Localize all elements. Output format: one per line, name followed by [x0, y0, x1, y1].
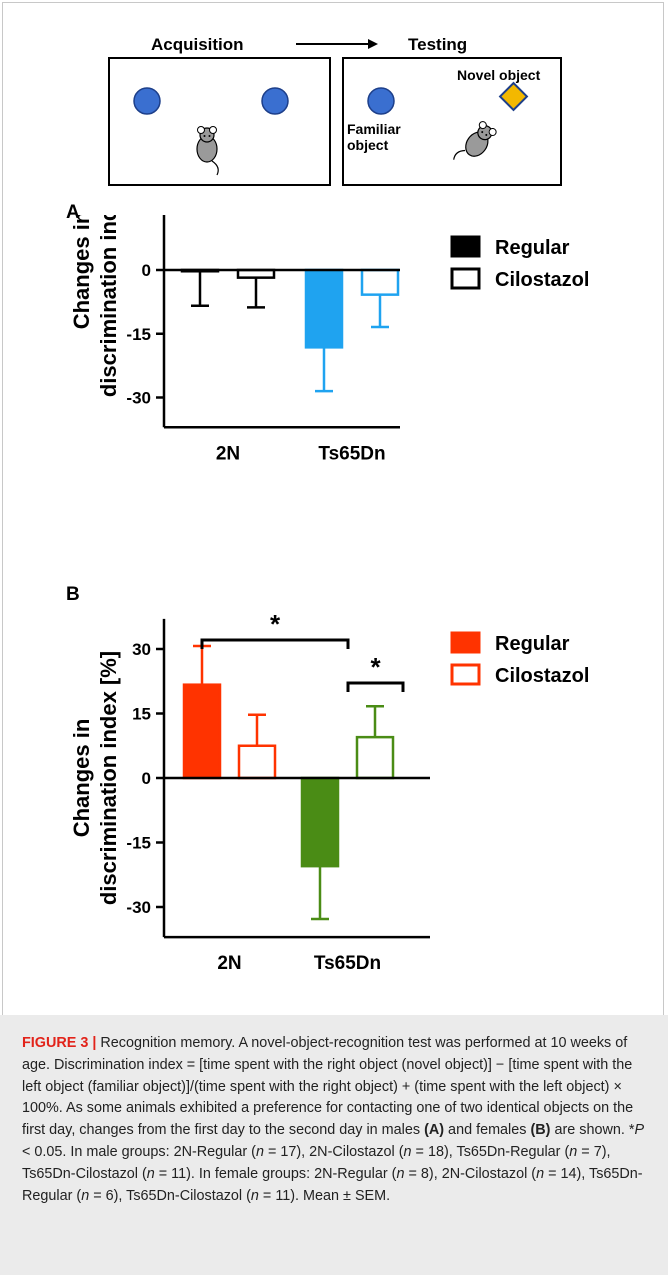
y-tick-label: -30 [126, 389, 151, 408]
legend-label-cilostazol: Cilostazol [495, 269, 589, 291]
testing-arena: Novel object Familiar object [342, 57, 562, 186]
caption-group-count: = 14), Ts65Dn-Regular ( [22, 1165, 643, 1204]
familiar-object-label: Familiar object [347, 121, 401, 153]
significance-bracket [346, 681, 405, 692]
panel-letter-b: B [66, 584, 80, 605]
y-tick-label: 0 [142, 769, 151, 788]
caption-n: n [569, 1143, 578, 1160]
caption-group-count: = 18), Ts65Dn-Regular ( [411, 1143, 570, 1160]
novel-object-label: Novel object [457, 67, 541, 83]
mouse-icon [196, 126, 219, 176]
legend-swatch-regular [450, 235, 481, 258]
x-tick-label: 2N [216, 443, 240, 464]
caption-n: n [250, 1187, 259, 1204]
caption-n: n [536, 1165, 545, 1182]
caption-middle: and females [444, 1122, 531, 1139]
significance-star: * [370, 652, 381, 682]
caption-p-text: < 0.05. In male groups: 2N-Regular ( [22, 1143, 256, 1160]
legend-swatch-regular [450, 631, 481, 654]
caption-box [0, 1015, 668, 1275]
acquisition-to-testing-arrow [296, 39, 378, 49]
testing-label: Testing [408, 35, 468, 54]
y-axis-label: Changes indiscrimination index [%] [69, 215, 121, 397]
y-tick-label: -30 [126, 898, 151, 917]
acquisition-arena [108, 57, 331, 186]
legend-label-regular: Regular [495, 237, 570, 259]
caption-group-count: = 8), 2N-Cilostazol ( [404, 1165, 537, 1182]
bar-ts65dn-regular [304, 268, 344, 349]
caption-ref-b: (B) [530, 1122, 551, 1139]
y-tick-label: -15 [126, 325, 151, 344]
bar-2n-cilostazol [237, 744, 277, 780]
caption-group-count: = 7), Ts65Dn-Cilostazol ( [22, 1143, 611, 1182]
y-tick-label: 30 [132, 640, 151, 659]
chart-panel-b: Changes indiscrimination index [%] 30 15 0 -… [69, 609, 589, 974]
caption-n: n [146, 1165, 155, 1182]
familiar-object [367, 87, 395, 115]
caption-title: Recognition memory. A novel-object-recog… [22, 1035, 634, 1139]
legend-swatch-cilostazol [450, 663, 481, 686]
caption-n: n [403, 1143, 412, 1160]
caption-n: n [255, 1143, 264, 1160]
mouse-icon [453, 121, 497, 160]
novel-object [498, 81, 529, 112]
panel-letter-a: A [66, 202, 80, 223]
bar-2n-regular [182, 683, 222, 780]
familiar-object-left [133, 87, 161, 115]
legend-label-cilostazol: Cilostazol [495, 665, 589, 687]
caption-groups: n = 17), 2N-Cilostazol (n = 18), Ts65Dn-… [22, 1144, 643, 1204]
y-tick-label: 15 [132, 215, 151, 216]
chart-panel-a: Changes indiscrimination index [%]30150-… [69, 215, 589, 464]
caption-group-count: = 6), Ts65Dn-Cilostazol ( [89, 1187, 251, 1204]
caption-group-count: = 11). Mean ± SEM. [258, 1187, 391, 1204]
caption-group-count: = 17), 2N-Cilostazol ( [263, 1143, 404, 1160]
x-tick-label: Ts65Dn [318, 443, 385, 464]
caption-ref-a: (A) [424, 1122, 445, 1139]
y-tick-label: 0 [142, 261, 151, 280]
x-tick-label: 2N [217, 953, 241, 974]
significance-star: * [270, 609, 281, 639]
acquisition-label: Acquisition [151, 35, 244, 54]
caption-p: P [634, 1122, 645, 1139]
y-tick-label: 15 [132, 705, 151, 724]
caption-after-b: are shown. * [550, 1122, 635, 1139]
y-tick-label: -15 [126, 834, 151, 853]
bar-ts65dn-cilostazol [355, 735, 395, 780]
caption-n: n [396, 1165, 405, 1182]
y-axis-label: Changes indiscrimination index [%] [69, 651, 121, 905]
figure-label: FIGURE 3 | [22, 1035, 97, 1051]
caption-group-count: = 11). In female groups: 2N-Regular ( [154, 1165, 397, 1182]
legend-swatch-cilostazol [450, 267, 481, 290]
x-tick-label: Ts65Dn [314, 953, 381, 974]
figure-caption: FIGURE 3 | Recognition memory. A novel-o… [22, 1033, 650, 1207]
bar-ts65dn-cilostazol [360, 268, 400, 296]
familiar-object-right [261, 87, 289, 115]
caption-n: n [81, 1187, 90, 1204]
significance-bracket [200, 638, 350, 649]
legend-label-regular: Regular [495, 633, 570, 655]
bar-ts65dn-regular [300, 776, 340, 868]
